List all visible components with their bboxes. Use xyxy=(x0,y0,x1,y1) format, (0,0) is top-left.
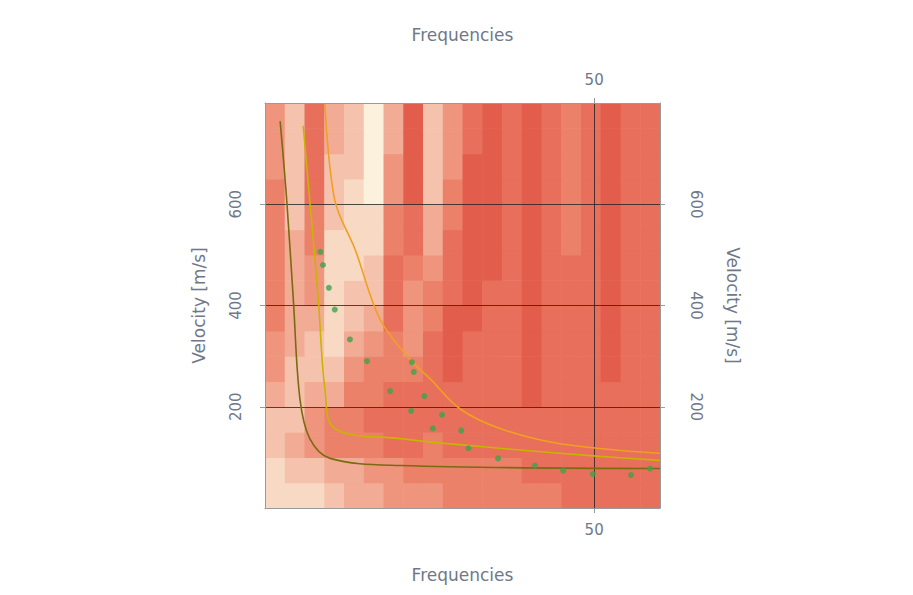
svg-text:200: 200 xyxy=(227,392,245,421)
svg-text:400: 400 xyxy=(227,291,245,320)
svg-text:200: 200 xyxy=(687,392,705,421)
svg-text:50: 50 xyxy=(585,521,604,539)
svg-text:600: 600 xyxy=(687,190,705,219)
svg-text:600: 600 xyxy=(227,190,245,219)
svg-text:Frequencies: Frequencies xyxy=(412,25,514,45)
svg-text:Frequencies: Frequencies xyxy=(412,565,514,585)
svg-text:400: 400 xyxy=(687,291,705,320)
svg-text:Velocity [m/s]: Velocity [m/s] xyxy=(723,247,743,364)
svg-text:50: 50 xyxy=(585,71,604,89)
svg-text:Velocity [m/s]: Velocity [m/s] xyxy=(189,247,209,364)
